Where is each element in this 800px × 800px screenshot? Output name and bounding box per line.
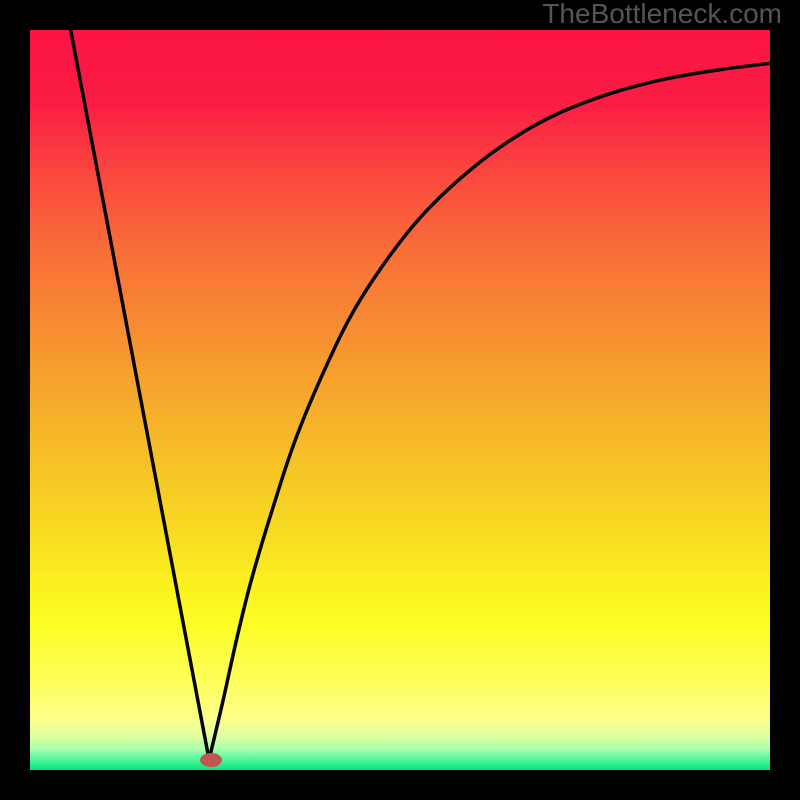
min-marker <box>200 753 222 767</box>
figure-root: TheBottleneck.com <box>0 0 800 800</box>
watermark-text: TheBottleneck.com <box>542 0 782 30</box>
plot-area <box>30 30 770 770</box>
